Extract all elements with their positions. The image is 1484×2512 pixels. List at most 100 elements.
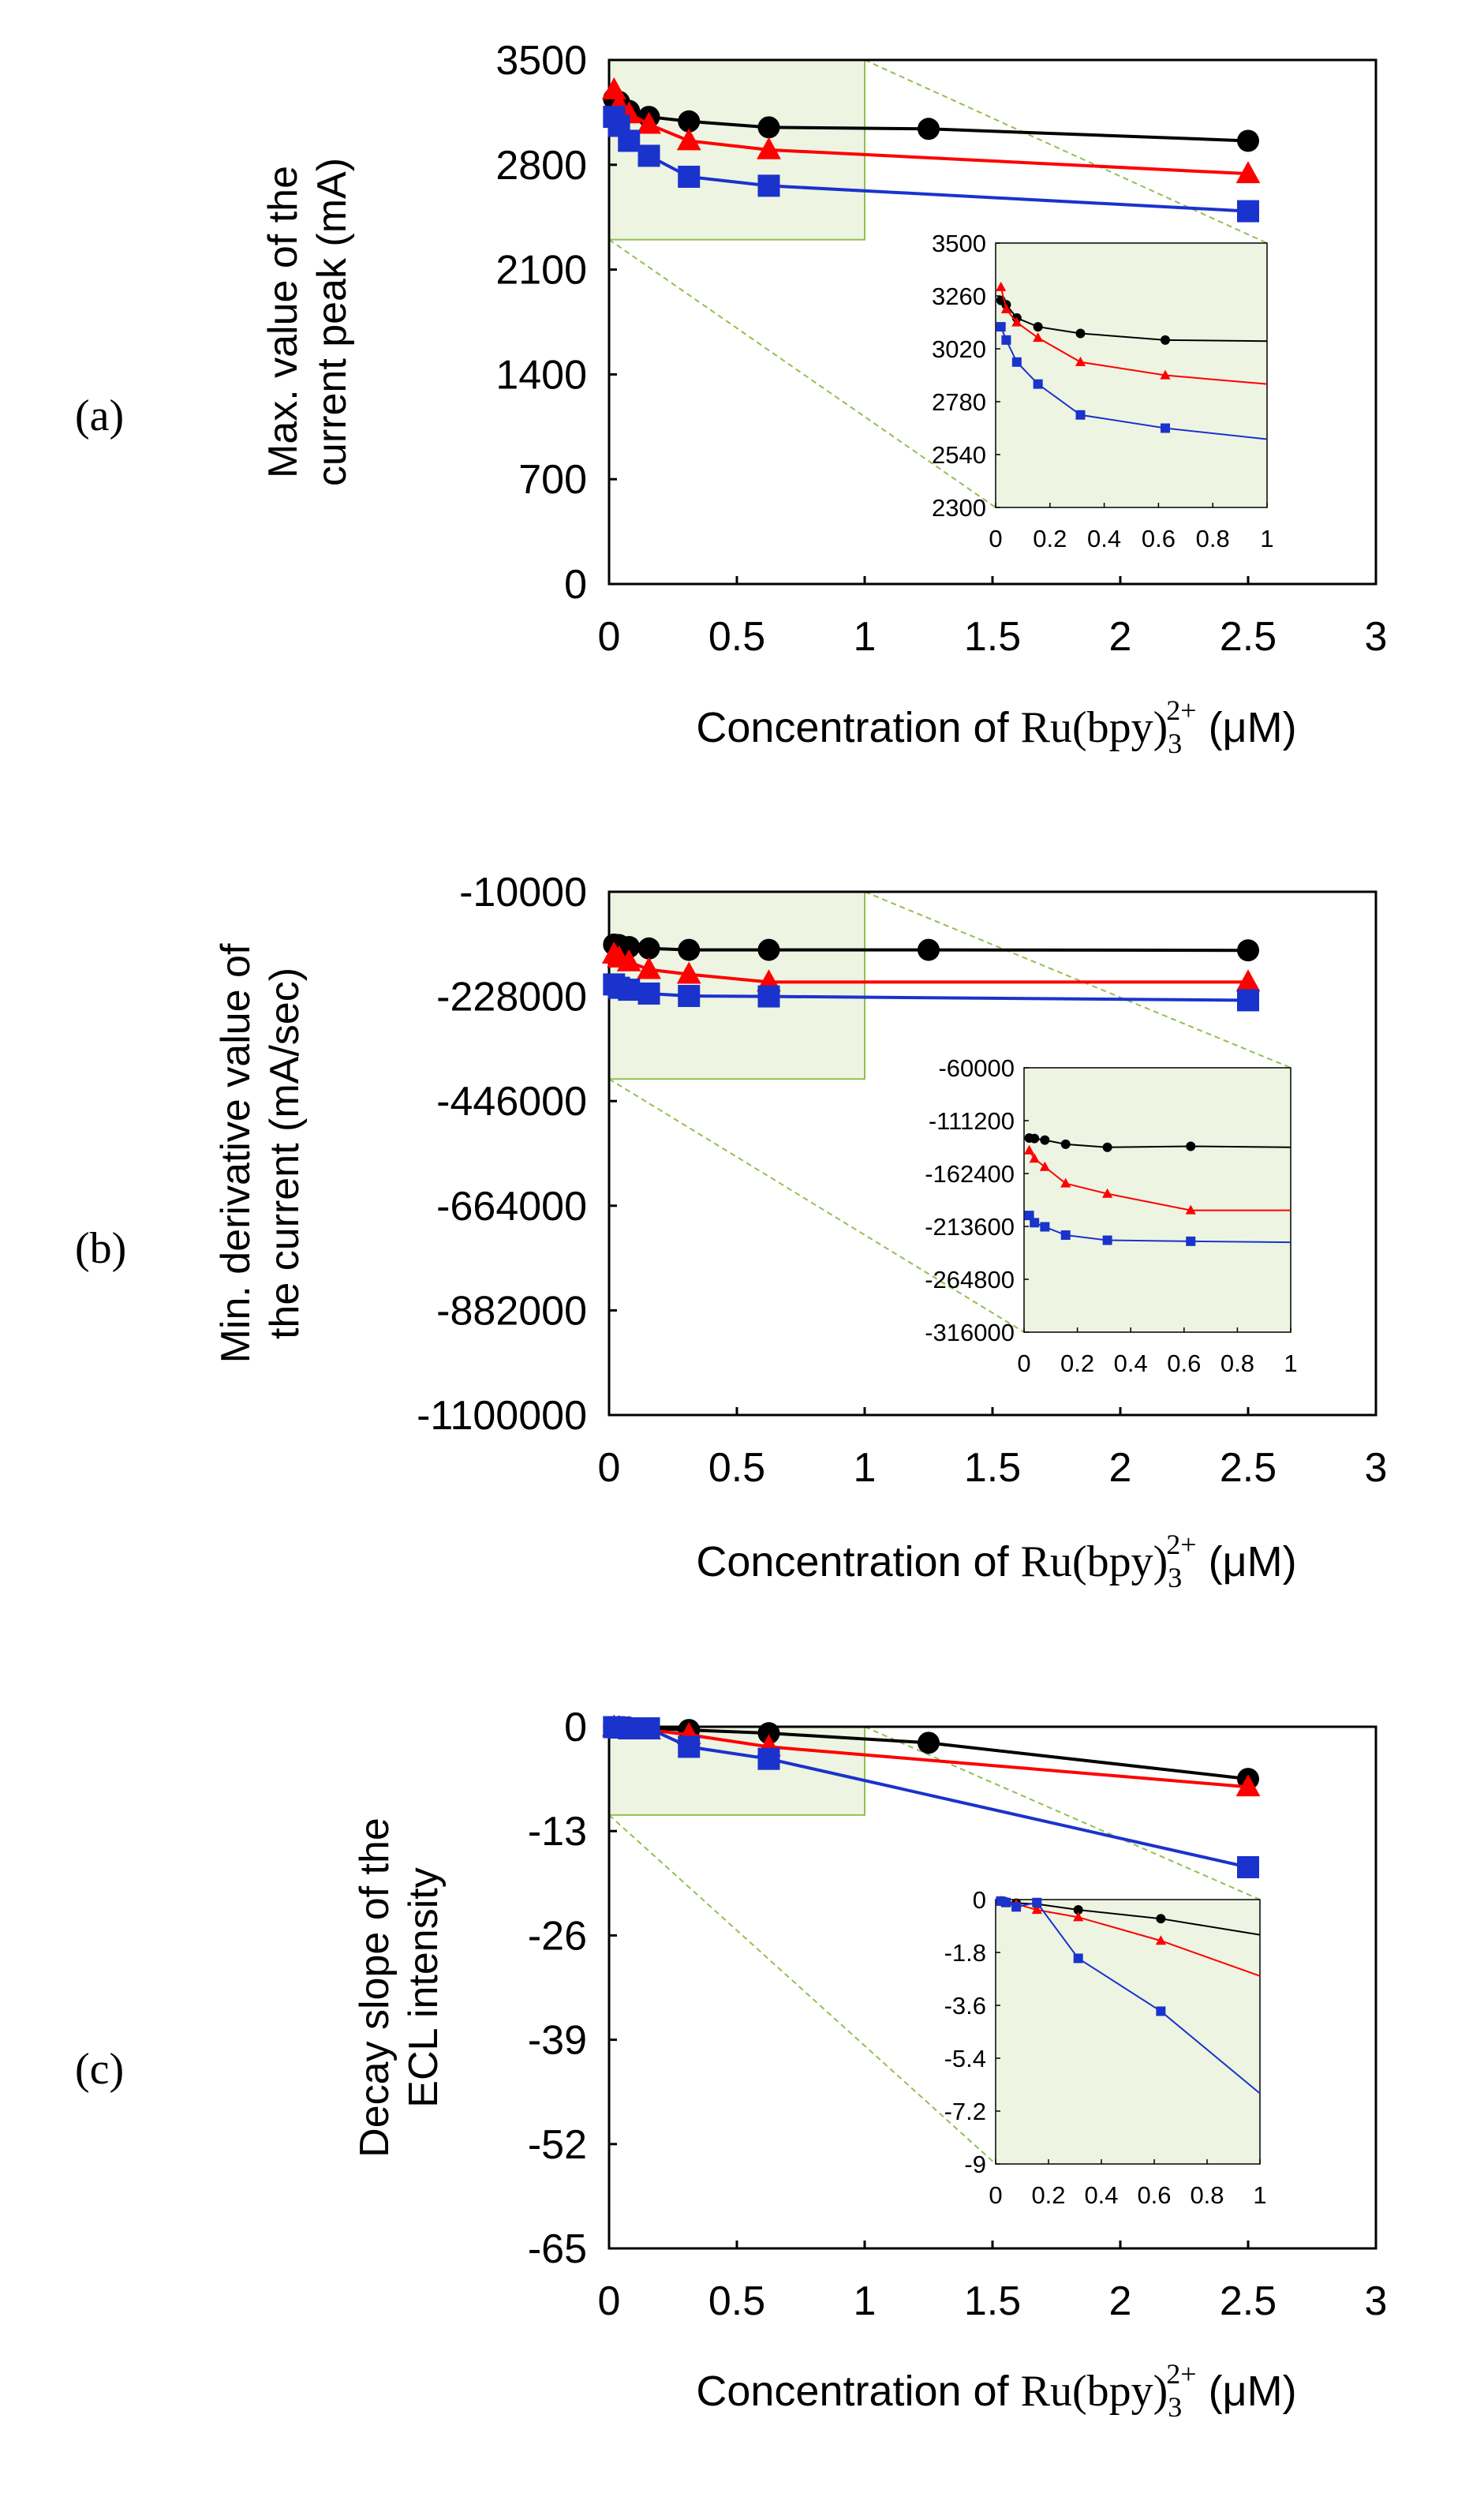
data-point-blue: [678, 984, 701, 1007]
inset-data-point-red: [1102, 1188, 1113, 1198]
inset-data-point-blue: [1030, 1218, 1040, 1228]
series-blue: [603, 106, 1259, 223]
inset-y-tick-label: -213600: [925, 1213, 1015, 1241]
inset-data-point-blue: [1011, 357, 1022, 367]
data-point-black: [1237, 129, 1259, 152]
inset-data-point-red: [1011, 316, 1022, 327]
inset-x-tick-label: 0.8: [1220, 1350, 1254, 1377]
x-tick-label: 1: [854, 614, 877, 660]
x-axis-label-sup: 2+: [1166, 694, 1196, 726]
inset-data-point-black: [1030, 1133, 1040, 1144]
data-point-blue: [678, 1735, 701, 1758]
x-tick-label: 2: [1109, 1445, 1132, 1491]
y-tick-label: -664000: [436, 1184, 587, 1230]
inset-data-point-blue: [1075, 410, 1086, 420]
data-point-red: [637, 111, 661, 134]
inset-y-tick-label: -111200: [929, 1107, 1015, 1135]
chart-panel-c: (c) Decay slope of theECL intensity -65 -52…: [75, 1705, 1387, 2423]
y-tick-label: -10000: [459, 870, 587, 915]
y-tick-label: -1100000: [417, 1393, 587, 1439]
inset-data-point-blue: [1073, 1953, 1083, 1964]
inset-frame: [995, 1899, 1261, 2165]
x-axis-label-chem: Ru(bpy): [1021, 703, 1168, 752]
inset-y-tick-label: -7.2: [944, 2098, 986, 2125]
inset-series-red: [996, 281, 1268, 385]
inset-data-point-black: [1102, 1142, 1112, 1152]
inset-y-tick-label: -316000: [925, 1319, 1015, 1346]
series-red: [601, 941, 1261, 992]
x-tick-label: 0.5: [708, 1445, 765, 1491]
inset-data-point-red: [1029, 1153, 1040, 1163]
y-tick-label: -65: [528, 2226, 587, 2272]
data-point-red: [1235, 161, 1261, 184]
inset-data-point-blue: [1001, 335, 1011, 345]
inset-y-tick-label: 0: [973, 1886, 986, 1914]
inset-y-tick-label: 3020: [932, 335, 986, 363]
inset-data-point-blue: [1102, 1235, 1112, 1245]
inset-data-point-black: [1060, 1139, 1071, 1149]
data-point-black: [637, 937, 660, 960]
x-axis-label: Concentration of Ru(bpy)32+ (μM): [696, 694, 1296, 759]
data-point-black: [918, 118, 940, 140]
inset-data-point-black: [1073, 1905, 1083, 1915]
inset-y-tick-label: -60000: [938, 1054, 1015, 1082]
inset-data-point-red: [996, 281, 1007, 291]
data-point-blue: [678, 165, 701, 188]
inset-data-point-blue: [1156, 2006, 1166, 2016]
y-tick-label: 0: [564, 1705, 587, 1750]
data-point-blue: [637, 144, 660, 167]
y-tick-label: 2100: [495, 248, 587, 294]
inset-data-point-red: [1031, 1904, 1042, 1915]
inset-x-tick-label: 1: [1260, 525, 1273, 552]
x-axis-label-sup: 2+: [1166, 1529, 1196, 1560]
inset-x-tick-label: 0.8: [1190, 2181, 1224, 2209]
zoom-connector-bottom: [608, 1078, 1025, 1333]
data-point-red: [757, 137, 781, 159]
inset-y-tick-label: -3.6: [944, 1992, 986, 2020]
y-axis-label: Decay slope of theECL intensity: [352, 1818, 447, 2158]
inset-y-tick-label: 2540: [932, 441, 986, 469]
inset-x-tick-label: 0: [989, 2181, 1002, 2209]
inset-data-point-black: [1040, 1135, 1050, 1145]
inset-x-tick-label: 1: [1253, 2181, 1266, 2209]
panel-label: (b): [75, 1224, 126, 1273]
y-axis-label-line: the current (mA/sec): [262, 968, 308, 1339]
inset-x-tick-label: 0.4: [1087, 525, 1121, 552]
x-tick-label: 2: [1109, 614, 1132, 660]
series-red: [601, 77, 1261, 184]
x-axis-label-prefix: Concentration of: [696, 2368, 1020, 2415]
data-point-blue: [637, 982, 660, 1005]
inset-series-blue: [1024, 1211, 1291, 1246]
x-tick-label: 2.5: [1220, 1445, 1277, 1491]
data-point-black: [678, 110, 701, 133]
inset-x-tick-label: 0: [1017, 1350, 1030, 1377]
x-tick-label: 1.5: [964, 614, 1021, 660]
inset-y-tick-label: 3260: [932, 283, 986, 310]
data-point-blue: [1237, 1855, 1259, 1878]
inset-x-tick-label: 0.6: [1137, 2181, 1171, 2209]
inset-y-tick-label: -1.8: [944, 1939, 986, 1967]
data-point-blue: [757, 1747, 780, 1770]
inset-y-tick-label: 3500: [932, 230, 986, 257]
inset-data-point-blue: [1186, 1236, 1196, 1246]
y-tick-label: -228000: [436, 975, 587, 1020]
x-axis-label-prefix: Concentration of: [696, 1538, 1020, 1585]
inset-data-point-red: [1185, 1204, 1196, 1215]
data-point-blue: [1237, 200, 1259, 223]
data-point-black: [918, 938, 940, 961]
y-axis-label-line: current peak (mA): [309, 158, 355, 486]
y-axis-label-line: Decay slope of the: [352, 1818, 398, 2158]
inset-data-point-black: [1075, 328, 1086, 339]
zoom-connector-top: [864, 891, 1291, 1069]
x-tick-label: 0: [598, 614, 621, 660]
y-axis-label: Min. derivative value ofthe current (mA/…: [213, 943, 308, 1363]
x-tick-label: 1: [854, 2278, 877, 2324]
inset-data-point-blue: [1060, 1230, 1071, 1240]
inset-data-point-black: [1186, 1141, 1196, 1151]
inset-x-tick-label: 0: [989, 525, 1002, 552]
inset-x-tick-label: 0.2: [1031, 2181, 1065, 2209]
x-tick-label: 0: [598, 2278, 621, 2324]
y-tick-label: -52: [528, 2122, 587, 2168]
y-tick-label: 0: [564, 562, 587, 608]
inset-data-point-blue: [1001, 1897, 1011, 1907]
